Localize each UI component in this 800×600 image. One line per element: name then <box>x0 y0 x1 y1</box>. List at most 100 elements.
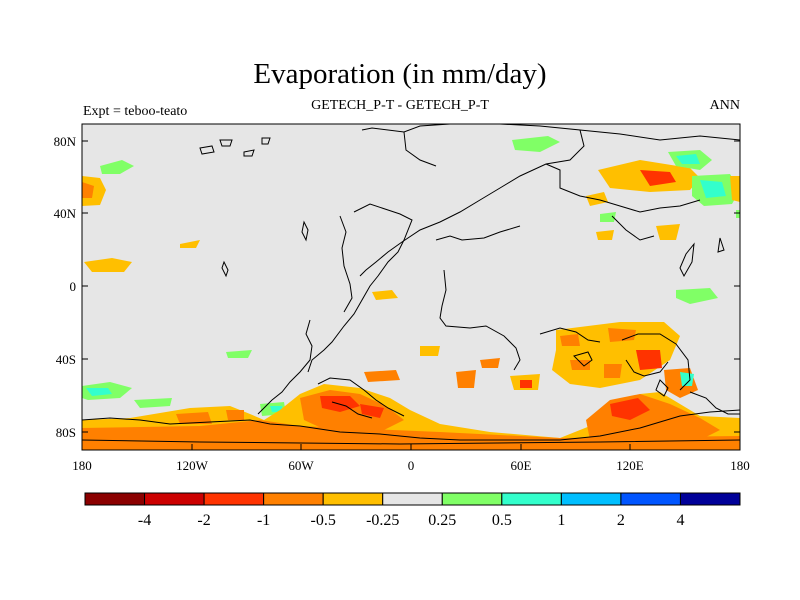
coastline <box>317 377 405 417</box>
coastline <box>625 359 669 377</box>
anomaly-patch <box>226 410 244 420</box>
coastline <box>199 145 215 155</box>
colorbar-label: -0.25 <box>366 512 399 529</box>
anomaly-patch <box>456 370 476 388</box>
lat-label: 40N <box>54 206 77 221</box>
anomaly-patch <box>480 358 500 368</box>
coastline <box>717 237 725 253</box>
coastline <box>403 131 437 167</box>
lon-label: 180 <box>72 458 92 473</box>
coastline <box>221 260 229 278</box>
coastline <box>301 220 309 242</box>
anomaly-patch <box>640 170 676 186</box>
lon-labels: 180 120W 60W 0 60E 120E 180 <box>72 458 750 473</box>
coastline <box>573 351 593 367</box>
coastline <box>257 319 313 415</box>
colorbar-swatch <box>441 492 503 506</box>
coastline <box>621 333 691 391</box>
colorbar-swatch <box>144 492 205 506</box>
coastlines <box>81 123 741 445</box>
anomaly-patch <box>86 388 112 396</box>
coastline <box>359 123 585 277</box>
anomaly-patch <box>700 180 726 198</box>
anomaly-patch <box>676 154 700 164</box>
lat-label: 0 <box>70 279 77 294</box>
anomaly-patch <box>82 182 94 198</box>
comparison-label: GETECH_P-T - GETECH_P-T <box>311 98 489 113</box>
anomaly-patch <box>730 176 740 202</box>
coastline <box>539 327 601 343</box>
anomaly-patch <box>636 350 662 370</box>
coastline <box>331 401 373 419</box>
lon-label: 120W <box>176 458 209 473</box>
experiment-label: Expt = teboo-teato <box>83 104 188 119</box>
anomaly-patch <box>736 210 740 218</box>
coastline <box>307 203 413 373</box>
anomaly-patch <box>226 350 252 358</box>
map-title: Evaporation (in mm/day) <box>253 58 547 90</box>
lon-label: 120E <box>616 458 644 473</box>
anomaly-patch <box>180 240 200 248</box>
colorbar-label: -2 <box>197 512 210 529</box>
coastline <box>81 417 301 427</box>
colorbar-label: 0.5 <box>492 512 512 529</box>
lat-label: 40S <box>56 352 76 367</box>
anomaly-patch <box>680 372 694 386</box>
anomaly-patch <box>656 224 680 240</box>
colorbar-swatch <box>620 492 681 506</box>
lat-label: 80S <box>56 425 76 440</box>
anomaly-patch <box>134 398 172 408</box>
season-label: ANN <box>709 98 740 113</box>
colorbar-swatch <box>501 492 562 506</box>
colorbar-swatch <box>203 492 265 506</box>
coastline <box>299 409 741 441</box>
lon-label: 60W <box>288 458 314 473</box>
anomaly-patch <box>270 406 282 412</box>
anomaly-patch <box>608 328 636 342</box>
colorbar-label: 4 <box>676 512 684 529</box>
anomaly-patch <box>596 230 614 240</box>
anomaly-patch <box>600 212 616 222</box>
coastline <box>439 269 521 371</box>
anomaly-patch <box>176 412 212 424</box>
colorbar-swatch <box>322 492 384 506</box>
colorbar-swatch <box>263 492 324 506</box>
coastline <box>611 215 655 241</box>
coastline <box>339 215 353 313</box>
colorbar-swatch <box>84 492 146 506</box>
coastline <box>243 149 255 157</box>
colorbar-swatch <box>382 492 443 506</box>
anomaly-patch <box>570 360 590 370</box>
anomaly-patch <box>100 160 134 174</box>
anomaly-patch <box>604 364 622 378</box>
lat-ticks <box>82 140 740 433</box>
colorbar-label: 2 <box>617 512 625 529</box>
coastline <box>689 391 740 415</box>
colorbar-swatch <box>679 492 741 506</box>
anomaly-patch <box>364 370 400 382</box>
anomaly-patch <box>552 322 680 388</box>
coastline <box>261 137 271 145</box>
anomaly-patch <box>560 334 580 346</box>
coastline <box>81 439 741 445</box>
lon-label: 60E <box>511 458 532 473</box>
colorbar-label: -1 <box>257 512 270 529</box>
colorbar-label: -0.5 <box>311 512 336 529</box>
coastline <box>679 242 695 278</box>
lon-ticks <box>81 444 741 450</box>
anomaly-patch <box>676 288 718 304</box>
anomaly-patch <box>84 258 132 272</box>
lat-labels: 80N 40N 0 40S 80S <box>54 134 77 440</box>
colorbar-labels: -4 -2 -1 -0.5 -0.25 0.25 0.5 1 2 4 <box>138 512 685 529</box>
anomaly-patch <box>512 136 560 152</box>
anomaly-patch <box>520 380 532 388</box>
anomaly-patch <box>372 290 398 300</box>
lon-label: 180 <box>730 458 750 473</box>
anomaly-patch <box>420 346 440 356</box>
coastline <box>655 379 669 397</box>
colorbar <box>84 492 741 506</box>
coastline <box>219 139 233 147</box>
anomaly-patch <box>360 404 384 418</box>
anomaly-patch <box>82 176 106 206</box>
